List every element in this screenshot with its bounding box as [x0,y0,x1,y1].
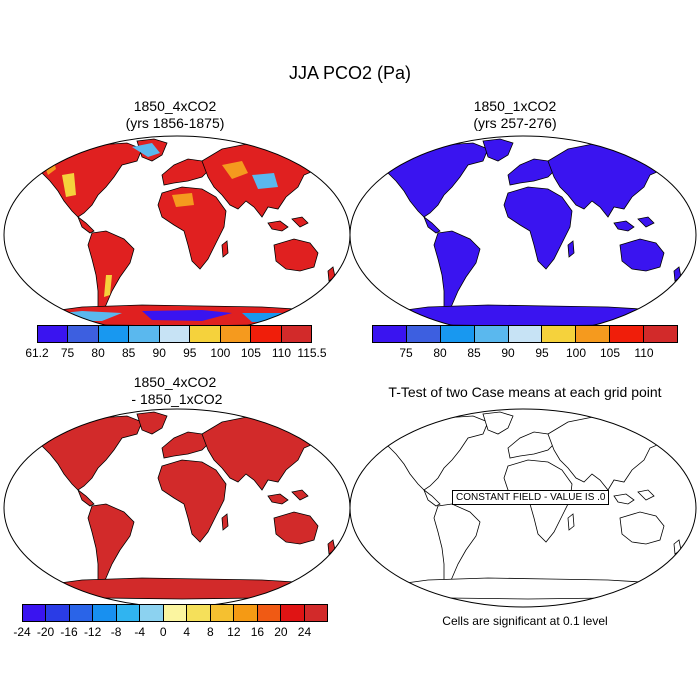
colorbar-swatch [98,326,130,342]
colorbar-swatch [406,326,441,342]
colorbar-swatch [304,605,328,621]
colorbar-swatch [474,326,509,342]
colorbar-swatch [508,326,543,342]
colorbar-panel-3 [22,604,328,622]
colorbar-swatch [190,326,221,342]
constant-field-label: CONSTANT FIELD - VALUE IS .0 [452,490,610,505]
colorbar-swatch [234,605,258,621]
colorbar-tick-label: 24 [297,625,312,639]
colorbar-tick-label: 12 [227,625,241,639]
map-panel-4 [349,408,697,608]
colorbar-tick-label: 61.2 [25,346,49,360]
colorbar-swatch [610,326,645,342]
colorbar-swatch [93,605,117,621]
colorbar-swatch [129,326,160,342]
colorbar-tick-label: 100 [210,346,231,360]
colorbar-tick-label: -16 [60,625,78,639]
map-panel-2 [349,135,697,335]
colorbar-tick-label: 90 [501,346,515,360]
colorbar-tick-label: 95 [535,346,549,360]
panel-2-title: 1850_1xCO2 (yrs 257-276) [473,98,557,131]
panel-1-title: 1850_4xCO2 (yrs 1856-1875) [125,98,225,131]
colorbar-tick-label: 20 [274,625,288,639]
map-panel-3 [3,408,351,608]
colorbar-tick-label: 100 [565,346,587,360]
panel-4-title: T-Test of two Case means at each grid po… [388,384,662,400]
colorbar-swatch [281,605,305,621]
colorbar-tick-label: 110 [634,346,654,360]
colorbar-swatch [38,326,69,342]
significance-note: Cells are significant at 0.1 level [442,614,608,628]
colorbar-tick-label: 110 [271,346,292,360]
colorbar-panel-3-labels: -24 -20 -16 -12 -8 -4 0 4 8 12 16 20 24 [13,625,328,641]
colorbar-swatch [116,605,141,621]
colorbar-tick-label: 85 [121,346,136,360]
colorbar-swatch [257,605,282,621]
colorbar-swatch [163,605,188,621]
colorbar-tick-label: 80 [433,346,447,360]
colorbar-tick-label: 16 [250,625,265,639]
colorbar-panel-1 [37,325,312,343]
colorbar-swatch [220,326,252,342]
colorbar-tick-label: 105 [599,346,621,360]
colorbar-tick-label: 105 [240,346,261,360]
colorbar-swatch [281,326,311,342]
colorbar-swatch [23,605,47,621]
colorbar-tick-label: 75 [60,346,75,360]
colorbar-swatch [68,326,99,342]
colorbar-swatch [187,605,211,621]
colorbar-tick-label: 80 [91,346,105,360]
colorbar-swatch [159,326,191,342]
colorbar-tick-label: 90 [152,346,166,360]
colorbar-tick-label: 0 [159,625,167,639]
colorbar-tick-label: -20 [36,625,55,639]
colorbar-swatch [542,326,577,342]
colorbar-panel-1-labels: 61.2 75 80 85 90 95 100 105 110 115.5 [25,346,326,362]
figure-title: JJA PCO2 (Pa) [288,63,412,83]
colorbar-tick-label: -12 [83,625,102,639]
colorbar-tick-label: -8 [110,625,122,639]
colorbar-swatch [140,605,164,621]
panel-3-title: 1850_4xCO2 - 1850_1xCO2 [131,374,223,407]
colorbar-swatch [576,326,611,342]
colorbar-panel-2-labels: 75 80 85 90 95 100 105 110 [372,346,678,362]
colorbar-swatch [210,605,235,621]
colorbar-panel-2 [372,325,678,343]
colorbar-tick-label: 85 [467,346,481,360]
colorbar-tick-label: 95 [183,346,197,360]
colorbar-tick-label: 115.5 [297,346,327,360]
colorbar-tick-label: 75 [399,346,413,360]
map-panel-1 [3,135,351,335]
colorbar-swatch [69,605,94,621]
colorbar-tick-label: 8 [206,625,214,639]
colorbar-swatch [373,326,407,342]
colorbar-tick-label: 4 [183,625,191,639]
colorbar-swatch [644,326,678,342]
colorbar-swatch [46,605,70,621]
colorbar-swatch [440,326,475,342]
colorbar-tick-label: -24 [13,625,31,639]
colorbar-tick-label: -4 [134,625,146,639]
colorbar-swatch [251,326,282,342]
